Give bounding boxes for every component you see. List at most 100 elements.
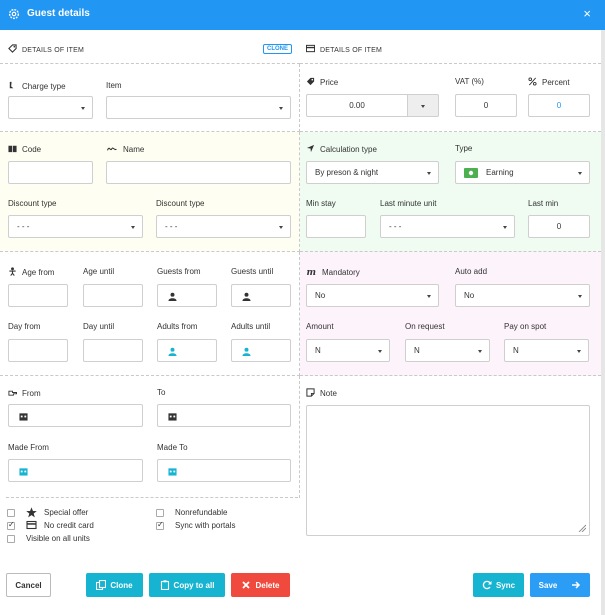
age-from-label: Age from bbox=[22, 268, 55, 277]
mandatory-icon: m bbox=[307, 268, 317, 276]
special-offer-checkbox[interactable] bbox=[7, 509, 15, 517]
adults-from-label: Adults from bbox=[157, 322, 198, 331]
adults-until-input[interactable] bbox=[231, 339, 291, 362]
made-to-date-input[interactable] bbox=[157, 459, 291, 482]
discount-type-select-2[interactable]: - - - bbox=[156, 215, 291, 238]
no-credit-card-label: No credit card bbox=[44, 521, 94, 530]
sync-portals-checkbox[interactable] bbox=[156, 520, 164, 530]
chevron-down-icon bbox=[577, 350, 581, 353]
min-stay-input[interactable] bbox=[306, 215, 366, 238]
amount-select[interactable]: N bbox=[306, 339, 390, 362]
resize-handle-icon[interactable] bbox=[578, 524, 586, 532]
discount-type-label-2: Discount type bbox=[156, 199, 205, 208]
left-section-title: DETAILS OF ITEM bbox=[22, 47, 84, 54]
settings-gear-icon bbox=[8, 8, 20, 20]
svg-text:m: m bbox=[307, 268, 317, 276]
day-from-input[interactable] bbox=[8, 339, 68, 362]
chevron-down-icon bbox=[478, 350, 482, 353]
age-until-input[interactable] bbox=[83, 284, 143, 307]
note-textarea[interactable] bbox=[306, 405, 590, 536]
clone-button[interactable]: Clone bbox=[86, 573, 143, 597]
price-input[interactable]: 0.00 bbox=[306, 94, 408, 117]
chevron-down-icon bbox=[578, 295, 582, 298]
name-input[interactable] bbox=[106, 161, 291, 184]
to-date-input[interactable] bbox=[157, 404, 291, 427]
auto-add-label: Auto add bbox=[455, 267, 488, 276]
adults-until-label: Adults until bbox=[231, 322, 271, 331]
chevron-down-icon bbox=[378, 350, 382, 353]
type-select[interactable]: Earning bbox=[455, 161, 590, 184]
chevron-down-icon bbox=[81, 107, 85, 110]
price-panel: Price VAT (%) Percent 0.00 0 0 bbox=[300, 64, 601, 132]
note-label: Note bbox=[320, 389, 337, 398]
code-label: Code bbox=[22, 145, 42, 154]
guests-from-input[interactable] bbox=[157, 284, 217, 307]
refresh-icon bbox=[482, 580, 492, 590]
delete-button[interactable]: Delete bbox=[231, 573, 290, 597]
chevron-down-icon bbox=[427, 172, 431, 175]
price-dropdown-button[interactable] bbox=[407, 94, 439, 117]
chevron-down-icon bbox=[578, 172, 582, 175]
day-until-label: Day until bbox=[83, 322, 115, 331]
guests-from-label: Guests from bbox=[157, 267, 201, 276]
pay-on-spot-select[interactable]: N bbox=[504, 339, 589, 362]
clone-badge[interactable]: CLONE bbox=[263, 44, 292, 54]
left-section-header: DETAILS OF ITEM CLONE bbox=[0, 30, 300, 64]
copy-to-all-button[interactable]: Copy to all bbox=[149, 573, 225, 597]
close-icon[interactable]: × bbox=[583, 6, 591, 21]
book-icon bbox=[8, 145, 17, 153]
calculation-type-label: Calculation type bbox=[320, 145, 377, 154]
mandatory-select[interactable]: No bbox=[306, 284, 439, 307]
from-date-input[interactable] bbox=[8, 404, 143, 427]
vat-input[interactable]: 0 bbox=[455, 94, 517, 117]
sync-button[interactable]: Sync bbox=[473, 573, 524, 597]
cancel-button[interactable]: Cancel bbox=[6, 573, 51, 597]
copy-icon bbox=[96, 580, 107, 590]
calculation-type-select[interactable]: By preson & night bbox=[306, 161, 439, 184]
percent-icon bbox=[528, 77, 537, 86]
calendar-icon bbox=[19, 468, 28, 476]
type-label: Type bbox=[455, 144, 473, 153]
age-panel: Age from Age until Guests from Guests un… bbox=[0, 252, 300, 376]
pay-on-spot-label: Pay on spot bbox=[504, 322, 547, 331]
made-from-date-input[interactable] bbox=[8, 459, 143, 482]
credit-card-icon bbox=[306, 44, 315, 53]
to-label: To bbox=[157, 388, 166, 397]
calculation-panel: Calculation type Type By preson & night … bbox=[300, 132, 601, 252]
on-request-select[interactable]: N bbox=[405, 339, 490, 362]
charge-type-select[interactable] bbox=[8, 96, 93, 119]
price-label: Price bbox=[320, 78, 339, 87]
adults-from-input[interactable] bbox=[157, 339, 217, 362]
sticky-note-icon bbox=[306, 388, 315, 397]
visible-all-units-checkbox[interactable] bbox=[7, 535, 15, 543]
calendar-icon bbox=[168, 468, 177, 476]
arrow-right-icon bbox=[572, 581, 581, 589]
item-select[interactable] bbox=[106, 96, 291, 119]
day-until-input[interactable] bbox=[83, 339, 143, 362]
code-panel: Code Name Discount type Discount type - … bbox=[0, 132, 300, 252]
close-x-icon bbox=[242, 581, 251, 589]
age-from-input[interactable] bbox=[8, 284, 68, 307]
no-credit-card-checkbox[interactable] bbox=[7, 520, 15, 530]
made-to-label: Made To bbox=[157, 443, 188, 452]
made-from-label: Made From bbox=[8, 443, 49, 452]
credit-card-icon bbox=[26, 520, 37, 530]
last-minute-unit-select[interactable]: - - - bbox=[380, 215, 515, 238]
auto-add-select[interactable]: No bbox=[455, 284, 590, 307]
right-section-title: DETAILS OF ITEM bbox=[320, 47, 382, 54]
save-button[interactable]: Save bbox=[530, 573, 590, 597]
child-icon bbox=[9, 267, 16, 276]
location-arrow-icon bbox=[306, 144, 315, 153]
nonrefundable-checkbox[interactable] bbox=[156, 509, 164, 517]
last-min-input[interactable]: 0 bbox=[528, 215, 590, 238]
percent-input[interactable]: 0 bbox=[528, 94, 590, 117]
code-input[interactable] bbox=[8, 161, 93, 184]
chevron-down-icon bbox=[279, 226, 283, 229]
tag-icon bbox=[8, 44, 17, 53]
chevron-down-icon bbox=[503, 226, 507, 229]
pin-icon bbox=[9, 81, 14, 89]
guests-until-input[interactable] bbox=[231, 284, 291, 307]
name-label: Name bbox=[123, 145, 145, 154]
discount-type-select-1[interactable]: - - - bbox=[8, 215, 143, 238]
scrollbar[interactable] bbox=[601, 30, 605, 615]
